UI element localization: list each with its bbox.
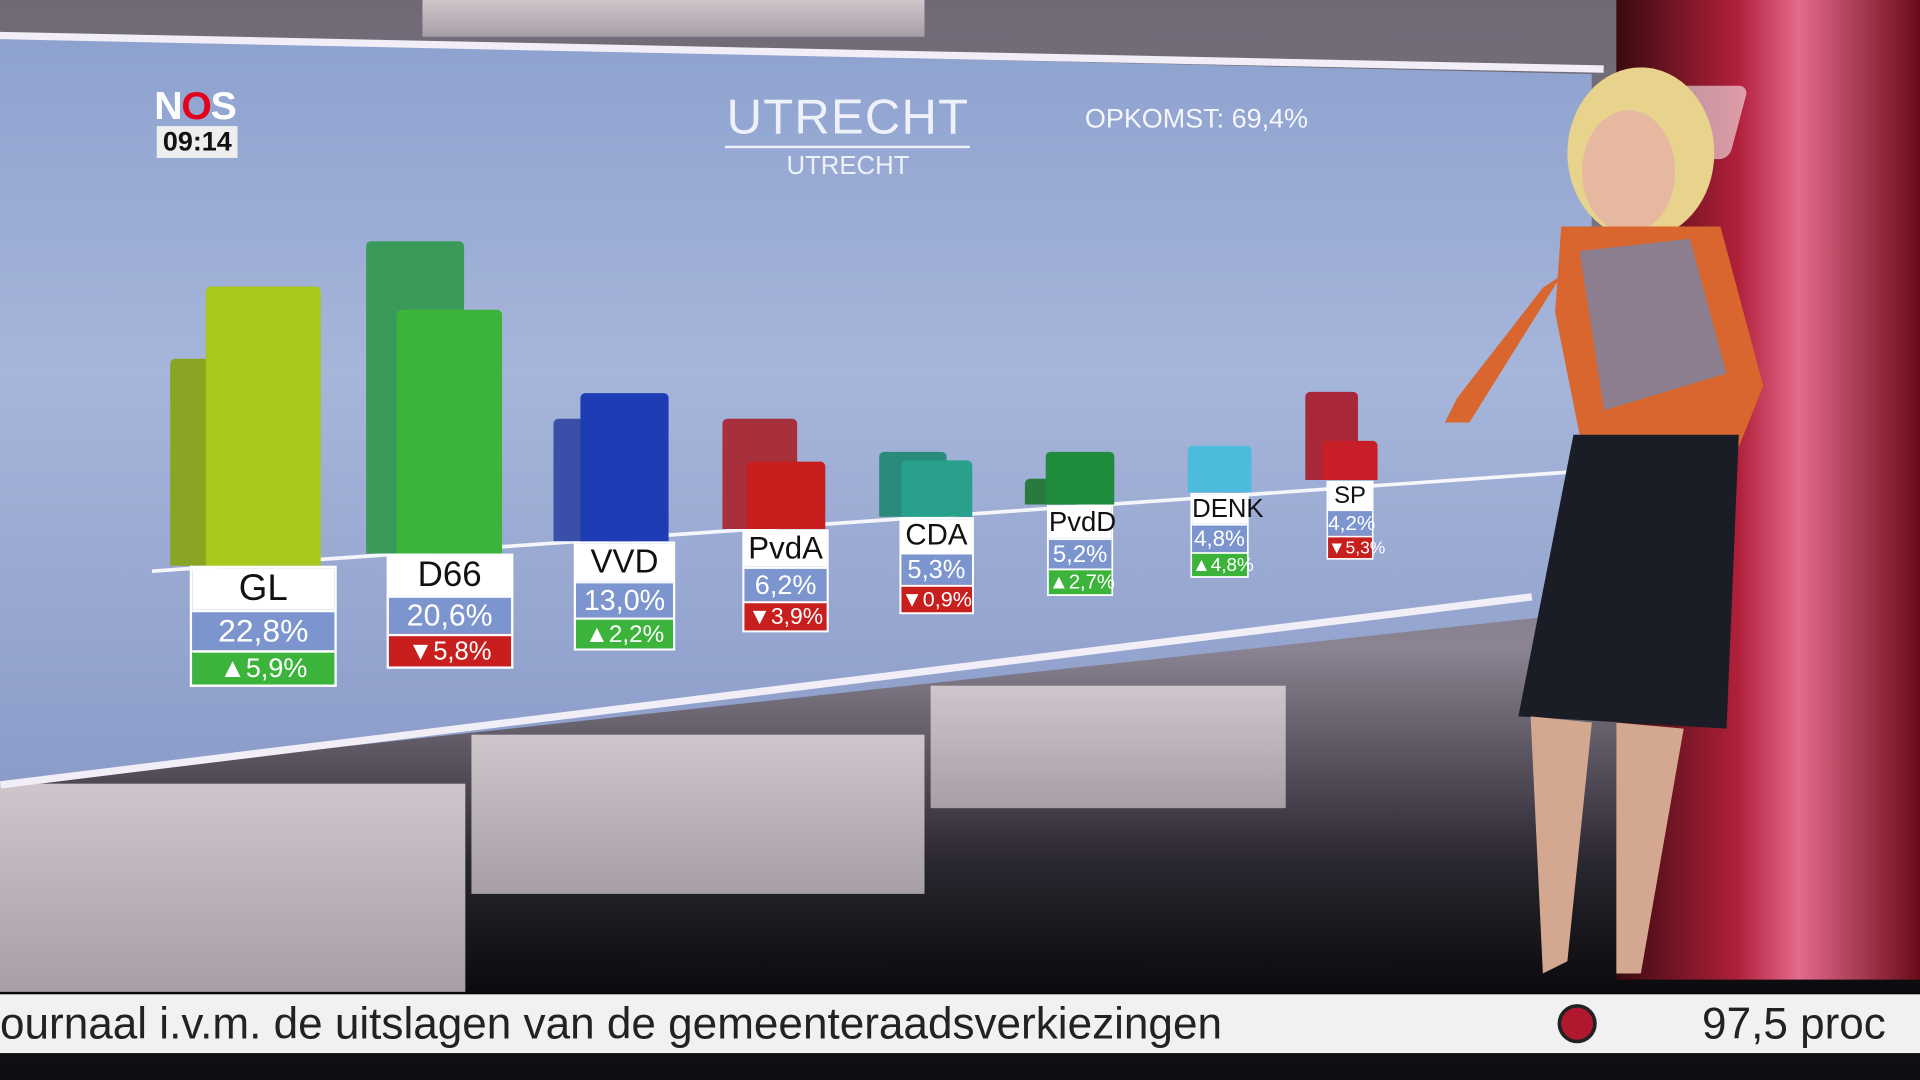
vote-share: 5,2%	[1048, 538, 1112, 569]
vote-share: 5,3%	[901, 552, 972, 585]
change-value: 2,7%	[1068, 570, 1115, 594]
ticker-text-next: 97,5 proc	[1702, 997, 1886, 1049]
label-PvdD: PvdD 5,2% ▲2,7%	[1048, 506, 1117, 595]
vote-share: 6,2%	[744, 566, 828, 602]
clock: 09:14	[156, 126, 238, 158]
vote-share: 4,2%	[1327, 509, 1375, 536]
label-D66: D66 20,6% ▼5,8%	[388, 555, 511, 667]
change-value: 2,2%	[608, 619, 665, 648]
triangle-up-icon: ▲	[1192, 553, 1211, 576]
bar-current-CDA	[900, 460, 973, 517]
triangle-down-icon: ▼	[748, 603, 772, 630]
change-value: 5,8%	[432, 636, 492, 666]
change-value: 5,9%	[245, 652, 308, 684]
party-name: SP	[1327, 482, 1372, 510]
turnout: OPKOMST: 69,4%	[1084, 102, 1308, 134]
vote-share: 13,0%	[576, 581, 673, 618]
vote-share: 22,8%	[192, 609, 334, 651]
triangle-down-icon: ▼	[407, 636, 433, 666]
change-up: ▲5,9%	[192, 650, 334, 685]
chart-title: UTRECHT	[726, 90, 970, 145]
change-up: ▲2,7%	[1048, 568, 1115, 595]
change-down: ▼0,9%	[901, 584, 973, 613]
party-name: PvdD	[1048, 506, 1117, 539]
triangle-up-icon: ▲	[1048, 570, 1069, 594]
bar-current-PvdA	[746, 461, 826, 529]
label-SP: SP 4,2% ▼5,3%	[1327, 482, 1385, 559]
triangle-up-icon: ▲	[584, 619, 609, 648]
triangle-down-icon: ▼	[901, 586, 924, 612]
presenter	[1444, 67, 1764, 974]
chart-subtitle: UTRECHT	[786, 151, 910, 181]
change-value: 3,9%	[771, 603, 824, 630]
bar-current-SP	[1321, 441, 1377, 480]
change-value: 5,3%	[1344, 537, 1385, 558]
party-name: DENK	[1192, 494, 1264, 524]
party-name: CDA	[901, 519, 972, 553]
bar-current-PvdD	[1045, 451, 1115, 505]
bar-current-DENK	[1187, 445, 1252, 493]
change-up: ▲2,2%	[576, 617, 673, 649]
label-DENK: DENK 4,8% ▲4,8%	[1192, 494, 1264, 577]
triangle-up-icon: ▲	[219, 652, 246, 684]
change-value: 4,8%	[1210, 553, 1254, 576]
change-down: ▼5,8%	[388, 633, 511, 667]
change-up: ▲4,8%	[1192, 552, 1254, 577]
bar-current-VVD	[580, 393, 669, 542]
ticker-separator-icon	[1557, 1004, 1597, 1044]
change-value: 0,9%	[923, 586, 973, 612]
label-PvdA: PvdA 6,2% ▼3,9%	[744, 531, 828, 631]
ticker-text: ournaal i.v.m. de uitslagen van de gemee…	[0, 997, 1222, 1049]
studio-pillar	[471, 734, 925, 894]
party-name: GL	[192, 568, 334, 610]
label-CDA: CDA 5,3% ▼0,9%	[901, 519, 973, 613]
studio-pillar	[0, 783, 466, 992]
bar-current-GL	[205, 286, 322, 566]
title-divider	[724, 145, 970, 149]
vote-share: 4,8%	[1192, 523, 1247, 553]
nos-logo: NOS	[154, 83, 236, 128]
studio-pillar	[422, 0, 925, 37]
change-down: ▼3,9%	[744, 601, 828, 631]
party-name: PvdA	[744, 531, 828, 567]
party-name: VVD	[576, 543, 673, 582]
bar-current-D66	[397, 310, 502, 554]
triangle-down-icon: ▼	[1327, 537, 1345, 558]
label-GL: GL 22,8% ▲5,9%	[192, 568, 334, 685]
vote-share: 20,6%	[388, 595, 511, 634]
label-VVD: VVD 13,0% ▲2,2%	[576, 543, 673, 649]
news-ticker	[0, 994, 1920, 1054]
party-name: D66	[388, 555, 511, 596]
change-down: ▼5,3%	[1327, 535, 1385, 559]
studio-pillar	[930, 685, 1286, 809]
